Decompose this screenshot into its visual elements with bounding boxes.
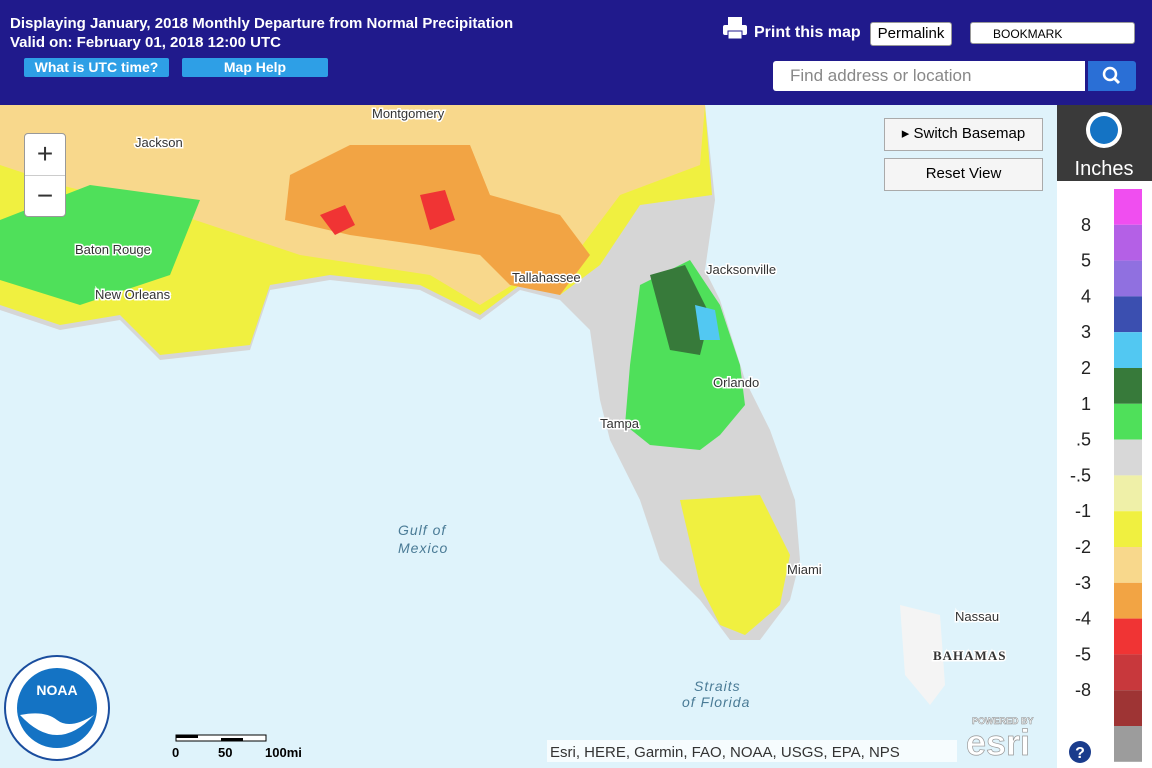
legend-swatch [1114,654,1142,691]
water-label: of Florida [682,694,750,710]
search-button[interactable] [1088,61,1136,91]
legend-swatch [1114,582,1142,619]
legend-swatch [1114,296,1142,333]
legend-swatch [1114,224,1142,261]
water-label: Straits [694,678,741,694]
legend-label: -3 [1075,573,1091,593]
zoom-in[interactable]: + [25,134,65,176]
scale-bar: 0 50 100mi [172,734,302,760]
red-spot [320,205,355,235]
switch-basemap[interactable]: ▸ Switch Basemap [884,118,1043,151]
legend-label: -4 [1075,609,1091,629]
legend-label: .5 [1076,430,1091,450]
place-label: New Orleans [95,287,171,302]
place-label: Jacksonville [706,262,776,277]
south-dry [680,495,790,635]
reset-view[interactable]: Reset View [884,158,1043,191]
map: Montgomery Jackson Baton Rouge New Orlea… [0,105,1057,768]
legend-swatch [1114,332,1142,368]
print-link[interactable]: Print this map [754,24,861,41]
place-label: Tampa [600,416,640,431]
wet-dark [650,265,710,355]
legend-label: -.5 [1070,465,1091,485]
legend-swatch [1114,189,1142,225]
title: Displaying January, 2018 Monthly Departu… [10,15,514,32]
button-text: Switch Basemap [913,125,1026,142]
legend-swatch [1114,368,1142,404]
place-label: BAHAMAS [933,648,1006,663]
place-label: Jackson [135,135,183,150]
legend-label: -8 [1075,680,1091,700]
place-label: Orlando [713,375,759,390]
scale-label: 100mi [265,745,302,760]
help-button[interactable]: Map Help [182,58,328,77]
header: Displaying January, 2018 Monthly Departu… [0,0,1152,105]
legend-swatch [1114,547,1142,583]
wet-area [625,260,745,450]
scale-label: 0 [172,745,179,760]
legend-swatch [1114,726,1142,762]
place-label: Baton Rouge [75,242,151,257]
water-label: Mexico [398,540,448,556]
legend-swatch [1114,618,1142,655]
legend-label: 5 [1081,251,1091,271]
permalink[interactable]: Permalink [870,22,952,46]
legend-title: Inches [1075,158,1134,180]
place-label: Tallahassee [512,270,581,285]
legend-label: 8 [1081,215,1091,235]
scale-label: 50 [218,745,232,760]
legend-label: 2 [1081,358,1091,378]
water-label: Gulf of [398,522,447,538]
legend-swatch [1114,690,1142,726]
wet-blue [695,305,720,340]
help-icon[interactable] [1069,741,1091,763]
legend-label: 4 [1081,286,1091,306]
noaa-logo: NOAA [4,655,110,761]
legend-label: 1 [1081,394,1091,414]
attribution-bg [547,740,957,762]
red-spot [420,190,455,230]
valid-time: Valid on: February 01, 2018 12:00 UTC [10,34,281,51]
printer-icon [723,17,747,39]
legend-label: 3 [1081,322,1091,342]
noaa-text: NOAA [36,682,77,698]
legend-swatch [1114,403,1142,440]
noaa-icon [1090,116,1118,144]
legend-label: -1 [1075,501,1091,521]
help-text: ? [1075,745,1085,762]
legend-swatch [1114,439,1142,476]
esri-note: POWERED BY [972,716,1034,726]
zoom-out[interactable]: − [36,180,54,211]
legend-swatch [1114,475,1142,512]
legend-label: -2 [1075,537,1091,557]
bookmark[interactable]: BOOKMARK [970,22,1135,44]
zoom-control: + − [24,133,66,217]
place-label: Nassau [955,609,999,624]
legend: Inches ? 8 5 4 3 2 1 .5 -.5 -1 -2 -3 -4 -5 -8 [1057,105,1152,768]
place-label: Miami [787,562,822,577]
legend-swatch [1114,511,1142,547]
place-label: Montgomery [372,106,445,121]
islands [900,605,945,705]
legend-label: -5 [1075,644,1091,664]
attribution: Esri, HERE, Garmin, FAO, NOAA, USGS, EPA… [550,744,900,761]
utc-button[interactable]: What is UTC time? [24,58,169,77]
esri-logo: esri [966,722,1030,763]
search-box[interactable]: Find address or location [773,61,1085,91]
legend-swatch [1114,260,1142,297]
